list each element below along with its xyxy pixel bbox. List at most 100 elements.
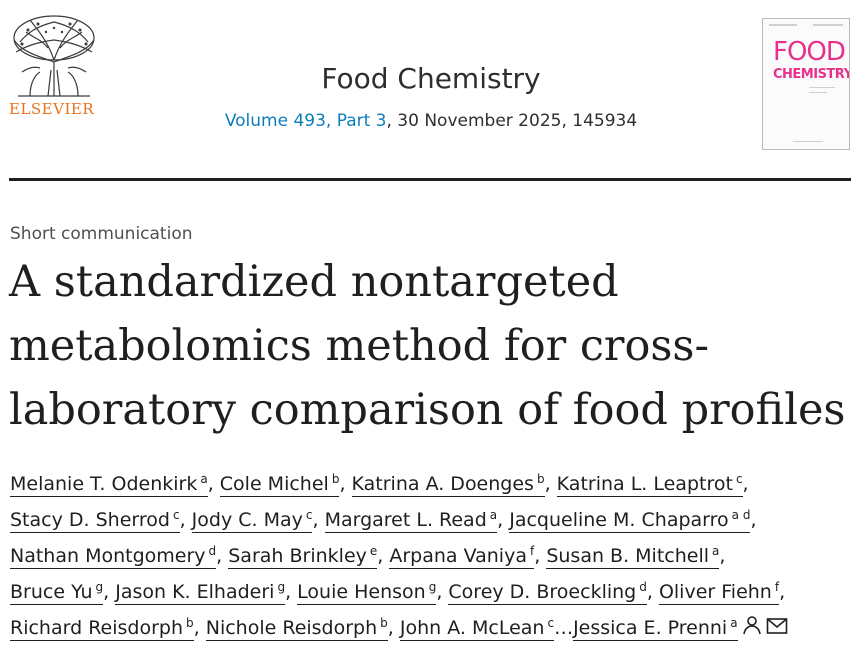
author-separator: , bbox=[534, 545, 547, 567]
author-name: Nathan Montgomery bbox=[10, 545, 206, 567]
issue-details: , 30 November 2025, 145934 bbox=[386, 111, 638, 131]
author-name: Jacqueline M. Chaparro bbox=[509, 509, 729, 531]
author-separator: , bbox=[646, 581, 659, 603]
affiliation-marker: b bbox=[380, 615, 388, 630]
author-link[interactable]: Stacy D. Sherrod c bbox=[10, 509, 180, 533]
author-link[interactable]: Jessica E. Prenni a bbox=[573, 617, 738, 641]
author-name: Cole Michel bbox=[219, 473, 329, 495]
affiliation-marker: b bbox=[331, 471, 340, 486]
author-link[interactable]: Cole Michel b bbox=[219, 471, 340, 497]
author-link[interactable]: Jason K. Elhaderi g bbox=[115, 581, 286, 605]
affiliation-marker: c bbox=[547, 615, 555, 630]
author-name: Jody C. May bbox=[191, 509, 303, 531]
affiliation-marker: d bbox=[208, 543, 217, 558]
header-divider bbox=[9, 178, 851, 181]
person-icon[interactable] bbox=[742, 611, 762, 647]
author-link[interactable]: Jody C. May c bbox=[191, 507, 313, 533]
author-separator: , bbox=[312, 509, 325, 531]
author-name: Sarah Brinkley bbox=[228, 545, 367, 567]
author-link[interactable]: Arpana Vaniya f bbox=[389, 543, 535, 569]
author-line: Bruce Yu g, Jason K. Elhaderi g, Louie Hen… bbox=[10, 574, 850, 610]
author-separator: … bbox=[554, 617, 574, 639]
author-separator: , bbox=[742, 473, 749, 495]
article-title: A standardized nontargeted metabolomics … bbox=[9, 250, 851, 442]
affiliation-marker: b bbox=[186, 615, 194, 630]
author-name: Margaret L. Read bbox=[324, 509, 487, 531]
author-name: Louie Henson bbox=[297, 581, 426, 603]
author-name: Oliver Fiehn bbox=[658, 581, 772, 603]
affiliation-marker: b bbox=[536, 471, 545, 486]
affiliation-marker: c bbox=[305, 507, 313, 522]
affiliation-marker: e bbox=[369, 543, 378, 558]
author-separator: , bbox=[285, 581, 298, 603]
envelope-icon[interactable] bbox=[766, 611, 788, 647]
affiliation-marker: c bbox=[735, 471, 743, 486]
affiliation-marker: d bbox=[639, 579, 647, 594]
issue-link[interactable]: Volume 493, Part 3 bbox=[224, 111, 387, 131]
issue-line: Volume 493, Part 3, 30 November 2025, 14… bbox=[0, 111, 851, 131]
affiliation-marker: g bbox=[95, 579, 104, 594]
author-name: Stacy D. Sherrod bbox=[10, 509, 170, 531]
affiliation-marker: a bbox=[200, 471, 208, 486]
cover-word-food: FOOD bbox=[773, 37, 846, 67]
cover-line bbox=[769, 24, 797, 26]
journal-title: Food Chemistry bbox=[0, 62, 851, 95]
author-name: Jason K. Elhaderi bbox=[115, 581, 275, 603]
author-separator: , bbox=[207, 473, 220, 495]
author-link[interactable]: Bruce Yu g bbox=[10, 579, 104, 605]
author-line: Melanie T. Odenkirk a, Cole Michel b, Katr… bbox=[10, 466, 850, 502]
author-link[interactable]: Katrina L. Leaptrot c bbox=[556, 471, 743, 497]
title-line: laboratory comparison of food profiles bbox=[9, 385, 846, 435]
author-name: Arpana Vaniya bbox=[389, 545, 527, 567]
author-line: Nathan Montgomery d, Sarah Brinkley e, Arp… bbox=[10, 538, 850, 574]
cover-line bbox=[813, 24, 843, 26]
title-line: A standardized nontargeted bbox=[9, 257, 619, 307]
author-separator: , bbox=[103, 581, 116, 603]
author-name: Richard Reisdorph bbox=[10, 617, 184, 639]
author-name: Bruce Yu bbox=[10, 581, 93, 603]
elsevier-tree-logo[interactable] bbox=[8, 12, 100, 120]
author-link[interactable]: Richard Reisdorph b bbox=[10, 617, 194, 641]
author-link[interactable]: Louie Henson g bbox=[297, 581, 437, 605]
author-separator: , bbox=[497, 509, 510, 531]
author-link[interactable]: Susan B. Mitchell a bbox=[546, 543, 720, 569]
cover-line bbox=[809, 92, 827, 93]
affiliation-marker: a d bbox=[731, 507, 751, 522]
cover-line bbox=[793, 141, 823, 142]
author-separator: , bbox=[216, 545, 229, 567]
author-link[interactable]: Margaret L. Read a bbox=[324, 507, 498, 533]
cover-word-chemistry: CHEMISTRY bbox=[773, 67, 850, 82]
author-separator: , bbox=[750, 509, 757, 531]
author-name: John A. McLean bbox=[399, 617, 545, 639]
author-separator: , bbox=[544, 473, 557, 495]
author-link[interactable]: John A. McLean c bbox=[399, 615, 555, 641]
author-name: Susan B. Mitchell bbox=[546, 545, 710, 567]
affiliation-marker: f bbox=[774, 579, 780, 594]
author-link[interactable]: Sarah Brinkley e bbox=[228, 543, 378, 569]
author-name: Corey D. Broeckling bbox=[448, 581, 637, 603]
author-link[interactable]: Katrina A. Doenges b bbox=[351, 471, 545, 497]
author-link[interactable]: Nichole Reisdorph b bbox=[205, 615, 388, 641]
author-separator: , bbox=[339, 473, 352, 495]
author-link[interactable]: Nathan Montgomery d bbox=[10, 543, 217, 569]
author-line: Stacy D. Sherrod c, Jody C. May c, Margare… bbox=[10, 502, 850, 538]
journal-title-link[interactable]: Food Chemistry bbox=[321, 62, 541, 95]
affiliation-marker: c bbox=[172, 507, 180, 522]
author-link[interactable]: Jacqueline M. Chaparro a d bbox=[509, 507, 751, 533]
affiliation-marker: a bbox=[712, 543, 720, 558]
affiliation-marker: f bbox=[529, 543, 535, 558]
affiliation-marker: a bbox=[489, 507, 498, 522]
author-name: Nichole Reisdorph bbox=[205, 617, 378, 639]
title-line: metabolomics method for cross- bbox=[9, 321, 710, 371]
cover-line bbox=[809, 87, 835, 88]
author-link[interactable]: Oliver Fiehn f bbox=[658, 579, 780, 605]
author-name: Katrina L. Leaptrot bbox=[556, 473, 733, 495]
author-name: Melanie T. Odenkirk bbox=[10, 473, 198, 495]
author-link[interactable]: Corey D. Broeckling d bbox=[448, 579, 647, 605]
journal-cover[interactable]: FOOD CHEMISTRY bbox=[762, 18, 850, 150]
author-line: Richard Reisdorph b, Nichole Reisdorph b, … bbox=[10, 610, 850, 647]
author-separator: , bbox=[179, 509, 192, 531]
author-link[interactable]: Melanie T. Odenkirk a bbox=[10, 473, 208, 497]
author-separator: , bbox=[436, 581, 449, 603]
author-separator: , bbox=[377, 545, 390, 567]
